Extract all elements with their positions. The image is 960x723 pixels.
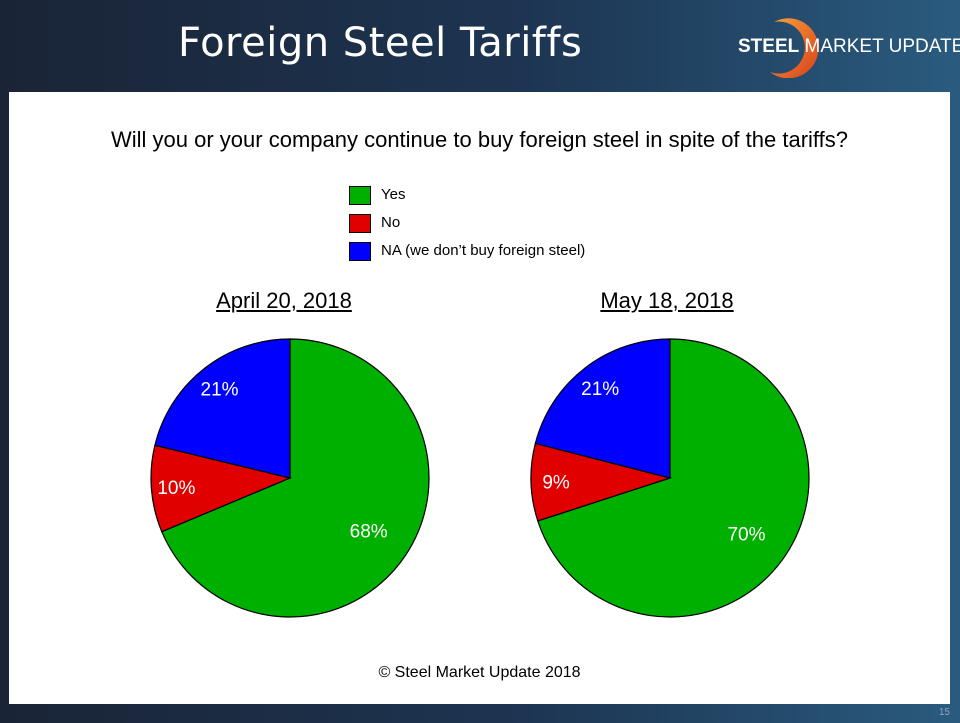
legend-label-no: No [381, 214, 401, 231]
pie-title-april: April 20, 2018 [216, 288, 352, 313]
copyright-notice: © Steel Market Update 2018 [378, 664, 581, 681]
pie-slice-yes [537, 338, 810, 618]
pie-label-na: 21% [581, 379, 619, 400]
pie-slice-na [534, 338, 671, 479]
pie-label-no: 9% [542, 473, 570, 494]
pie-label-yes: 68% [350, 521, 388, 542]
logo-text-rest: MARKET UPDATE [799, 36, 960, 57]
pie-label-no: 10% [157, 478, 195, 499]
legend-swatch-yes [349, 186, 371, 205]
pie-slice-yes [161, 338, 430, 618]
logo-text-bold: STEEL [738, 36, 800, 57]
pie-chart-april: 68% 10% 21% [150, 338, 430, 618]
page-number: 15 [938, 707, 950, 718]
legend-swatch-na [349, 242, 371, 261]
steel-market-update-logo: STEEL MARKET UPDATE [734, 14, 960, 78]
pie-slice-no [530, 442, 673, 522]
logo-swoosh-icon [770, 18, 819, 78]
slide-title: Foreign Steel Tariffs [178, 20, 583, 66]
survey-question: Will you or your company continue to buy… [111, 127, 848, 152]
pie-label-yes: 70% [727, 525, 765, 546]
pie-slice-na [154, 338, 291, 479]
pie-title-may: May 18, 2018 [600, 288, 734, 313]
slide-content: Will you or your company continue to buy… [9, 92, 950, 704]
legend-swatch-no [349, 214, 371, 233]
pie-label-na: 21% [201, 379, 239, 400]
slide-header: Foreign Steel Tariffs STEEL MARKET UPDAT… [0, 0, 960, 92]
legend-label-yes: Yes [381, 186, 406, 203]
legend-label-na: NA (we don’t buy foreign steel) [381, 242, 586, 259]
pie-slice-no [150, 444, 292, 533]
footer-bar [0, 704, 960, 723]
pie-chart-may: 70% 9% 21% [530, 338, 810, 618]
